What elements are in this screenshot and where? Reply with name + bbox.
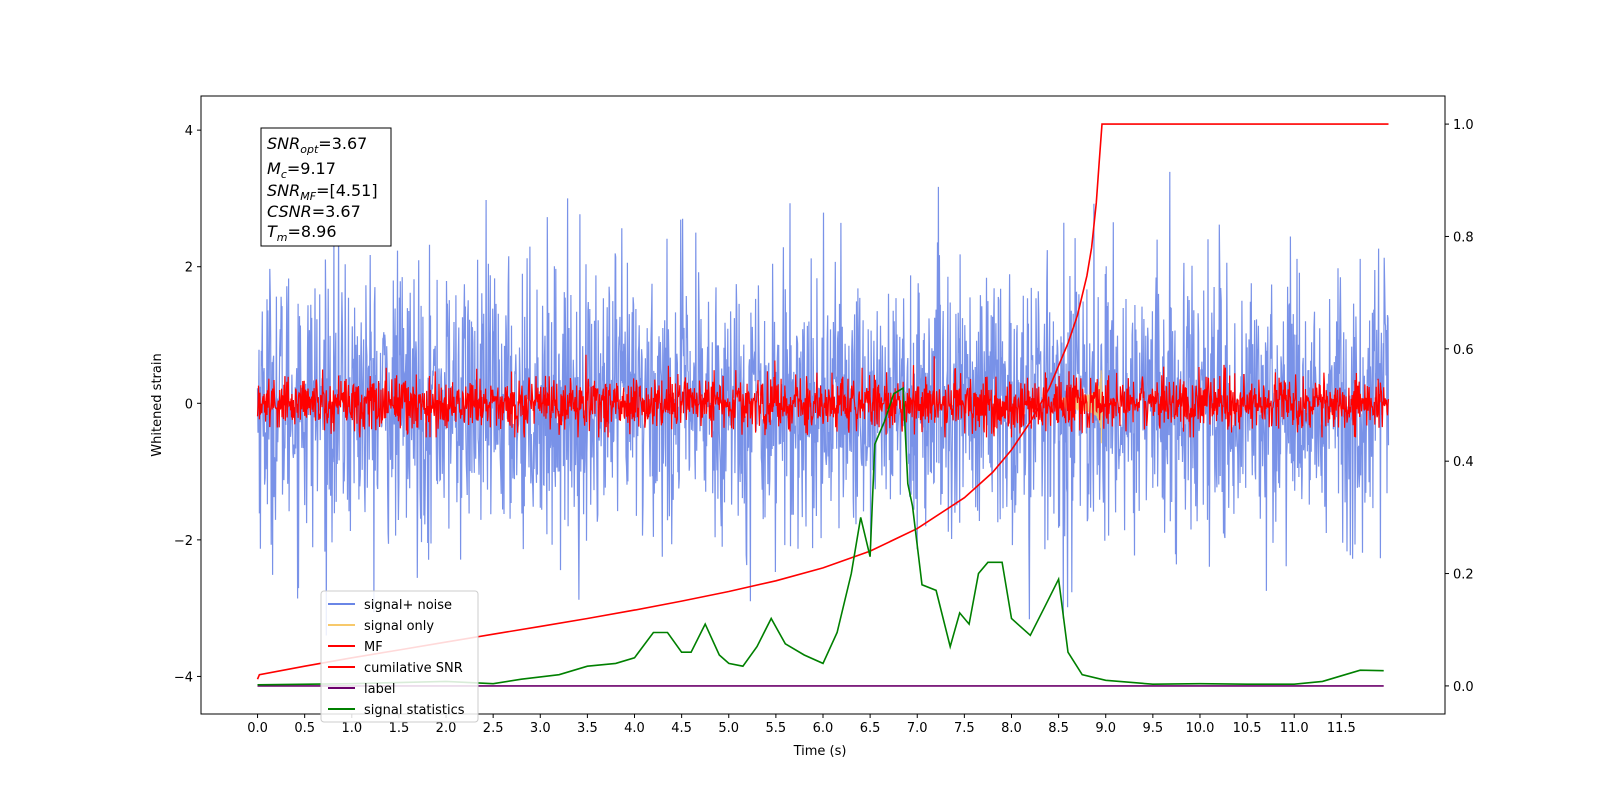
series-signal-statistics-line	[257, 386, 1384, 686]
x-tick-label: 9.5	[1143, 721, 1164, 736]
info-box-frame	[260, 127, 392, 247]
x-tick-label: 7.0	[907, 721, 928, 736]
legend: signal+ noise signal only MF cumilative SNR…	[320, 590, 479, 723]
info-mc: Mc=9.17	[267, 159, 336, 181]
y-axis-right: 1.0 0.8 0.6 0.4 0.2 0.0	[1445, 118, 1474, 695]
x-tick-label: 0.5	[294, 721, 315, 736]
x-tick-label: 7.5	[954, 721, 975, 736]
x-tick-label: 5.0	[718, 721, 739, 736]
legend-label-label: label	[364, 682, 395, 697]
x-tick-label: 9.0	[1095, 721, 1116, 736]
y-axis-left: 4 2 0 −2 −4	[174, 124, 201, 685]
x-axis-label: Time (s)	[793, 744, 847, 759]
info-annotation: SNRopt=3.67 Mc=9.17 SNRMF=[4.51] CSNR=3.…	[260, 127, 392, 247]
y-right-tick-label: 0.4	[1453, 455, 1474, 470]
y-axis-label: Whitened strain	[150, 353, 165, 456]
legend-label-mf: MF	[364, 640, 383, 655]
x-tick-label: 11.0	[1280, 721, 1309, 736]
x-tick-label: 1.0	[341, 721, 362, 736]
series-mf-line	[256, 354, 1390, 438]
x-tick-label: 3.5	[577, 721, 598, 736]
legend-frame	[320, 590, 479, 723]
y-right-tick-label: 0.0	[1453, 680, 1474, 695]
legend-label-signal-noise: signal+ noise	[364, 598, 452, 613]
y-left-tick-label: −4	[174, 670, 193, 685]
x-tick-label: 10.0	[1185, 721, 1214, 736]
x-tick-label: 5.5	[766, 721, 787, 736]
legend-label-cumilative-snr: cumilative SNR	[364, 661, 463, 676]
y-left-tick-label: 0	[185, 397, 193, 412]
x-tick-label: 8.5	[1048, 721, 1069, 736]
x-tick-label: 6.0	[813, 721, 834, 736]
x-tick-label: 1.5	[389, 721, 410, 736]
y-left-tick-label: −2	[174, 534, 193, 549]
x-tick-label: 10.5	[1233, 721, 1262, 736]
legend-label-signal-statistics: signal statistics	[364, 703, 465, 718]
y-right-tick-label: 0.8	[1453, 230, 1474, 245]
y-right-tick-label: 1.0	[1453, 118, 1474, 133]
x-tick-label: 6.5	[860, 721, 881, 736]
x-tick-label: 4.5	[671, 721, 692, 736]
x-tick-label: 8.0	[1001, 721, 1022, 736]
x-tick-label: 4.0	[624, 721, 645, 736]
y-right-tick-label: 0.6	[1453, 343, 1474, 358]
x-tick-label: 11.5	[1327, 721, 1356, 736]
legend-label-signal-only: signal only	[364, 619, 434, 634]
info-snr-mf: SNRMF=[4.51]	[267, 181, 378, 203]
x-tick-label: 3.0	[530, 721, 551, 736]
info-snr-opt: SNRopt=3.67	[267, 134, 367, 156]
x-tick-label: 0.0	[247, 721, 268, 736]
info-tm: Tm=8.96	[267, 222, 337, 244]
y-left-tick-label: 4	[185, 124, 193, 139]
info-csnr: CSNR=3.67	[267, 202, 361, 221]
y-right-tick-label: 0.2	[1453, 568, 1474, 583]
x-tick-label: 2.5	[483, 721, 504, 736]
y-left-tick-label: 2	[185, 261, 193, 276]
x-axis: 0.0 0.5 1.0 1.5 2.0 2.5 3.0 3.5 4.0 4.5 5.0 5.5 6.0 6…	[247, 714, 1356, 736]
x-tick-label: 2.0	[436, 721, 457, 736]
